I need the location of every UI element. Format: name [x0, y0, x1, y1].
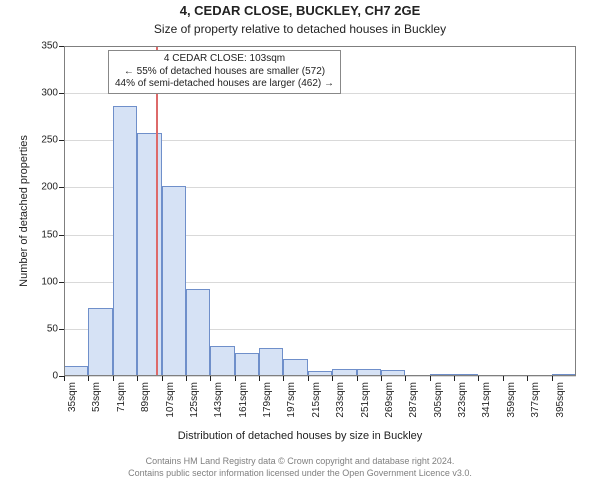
x-tick-label: 305sqm — [433, 382, 444, 418]
x-tick-mark — [405, 376, 406, 381]
x-tick-mark — [88, 376, 89, 381]
histogram-bar — [552, 374, 576, 376]
y-tick-label: 300 — [41, 88, 64, 99]
x-tick-label: 35sqm — [67, 382, 78, 412]
x-tick-mark — [308, 376, 309, 381]
histogram-bar — [283, 359, 307, 376]
x-tick-label: 215sqm — [311, 382, 322, 418]
x-tick-label: 341sqm — [481, 382, 492, 418]
x-axis-label: Distribution of detached houses by size … — [0, 430, 600, 442]
x-tick-label: 359sqm — [506, 382, 517, 418]
footer-line-2: Contains public sector information licen… — [0, 468, 600, 480]
y-tick-label: 250 — [41, 135, 64, 146]
x-tick-label: 233sqm — [335, 382, 346, 418]
x-tick-label: 53sqm — [91, 382, 102, 412]
property-size-chart: 4, CEDAR CLOSE, BUCKLEY, CH7 2GE Size of… — [0, 0, 600, 500]
x-tick-mark — [162, 376, 163, 381]
x-tick-mark — [503, 376, 504, 381]
x-tick-mark — [283, 376, 284, 381]
y-tick-label: 50 — [47, 323, 64, 334]
histogram-bar — [259, 348, 283, 376]
x-tick-mark — [527, 376, 528, 381]
x-tick-label: 251sqm — [360, 382, 371, 418]
histogram-bar — [64, 366, 88, 376]
histogram-bar — [381, 370, 405, 376]
x-tick-label: 161sqm — [238, 382, 249, 418]
x-tick-label: 197sqm — [286, 382, 297, 418]
gridline — [64, 376, 576, 377]
gridline — [64, 46, 576, 47]
x-tick-label: 179sqm — [262, 382, 273, 418]
x-tick-label: 269sqm — [384, 382, 395, 418]
histogram-bar — [332, 369, 356, 376]
plot-area: 05010015020025030035035sqm53sqm71sqm89sq… — [64, 46, 576, 376]
x-tick-mark — [332, 376, 333, 381]
annotation-line-3: 44% of semi-detached houses are larger (… — [115, 78, 334, 91]
histogram-bar — [357, 369, 381, 376]
histogram-bar — [308, 371, 332, 376]
x-tick-label: 143sqm — [213, 382, 224, 418]
footer-line-1: Contains HM Land Registry data © Crown c… — [0, 456, 600, 468]
annotation-line-2: ← 55% of detached houses are smaller (57… — [115, 66, 334, 79]
histogram-bar — [210, 346, 234, 376]
x-tick-mark — [113, 376, 114, 381]
y-tick-label: 350 — [41, 41, 64, 52]
x-tick-label: 287sqm — [408, 382, 419, 418]
histogram-bar — [162, 186, 186, 376]
x-tick-mark — [381, 376, 382, 381]
x-tick-mark — [454, 376, 455, 381]
x-tick-mark — [357, 376, 358, 381]
histogram-bar — [186, 289, 210, 376]
x-tick-mark — [259, 376, 260, 381]
histogram-bar — [137, 133, 161, 376]
chart-subtitle: Size of property relative to detached ho… — [0, 22, 600, 36]
x-tick-label: 107sqm — [165, 382, 176, 418]
x-tick-mark — [478, 376, 479, 381]
y-tick-label: 100 — [41, 276, 64, 287]
x-tick-label: 125sqm — [189, 382, 200, 418]
x-tick-mark — [137, 376, 138, 381]
histogram-bar — [454, 374, 478, 376]
x-tick-mark — [64, 376, 65, 381]
histogram-bar — [235, 353, 259, 376]
histogram-bar — [88, 308, 112, 376]
chart-footer: Contains HM Land Registry data © Crown c… — [0, 456, 600, 479]
x-tick-mark — [186, 376, 187, 381]
y-tick-label: 0 — [52, 371, 64, 382]
histogram-bar — [430, 374, 454, 376]
y-axis-label: Number of detached properties — [18, 135, 30, 287]
x-tick-label: 71sqm — [116, 382, 127, 412]
x-tick-mark — [210, 376, 211, 381]
x-tick-mark — [430, 376, 431, 381]
x-tick-label: 323sqm — [457, 382, 468, 418]
x-tick-label: 89sqm — [140, 382, 151, 412]
x-tick-label: 395sqm — [555, 382, 566, 418]
histogram-bar — [113, 106, 137, 376]
x-tick-mark — [235, 376, 236, 381]
x-tick-mark — [552, 376, 553, 381]
annotation-line-1: 4 CEDAR CLOSE: 103sqm — [115, 53, 334, 66]
annotation-box: 4 CEDAR CLOSE: 103sqm ← 55% of detached … — [108, 50, 341, 94]
y-tick-label: 200 — [41, 182, 64, 193]
x-tick-label: 377sqm — [530, 382, 541, 418]
chart-title: 4, CEDAR CLOSE, BUCKLEY, CH7 2GE — [0, 3, 600, 18]
y-tick-label: 150 — [41, 229, 64, 240]
